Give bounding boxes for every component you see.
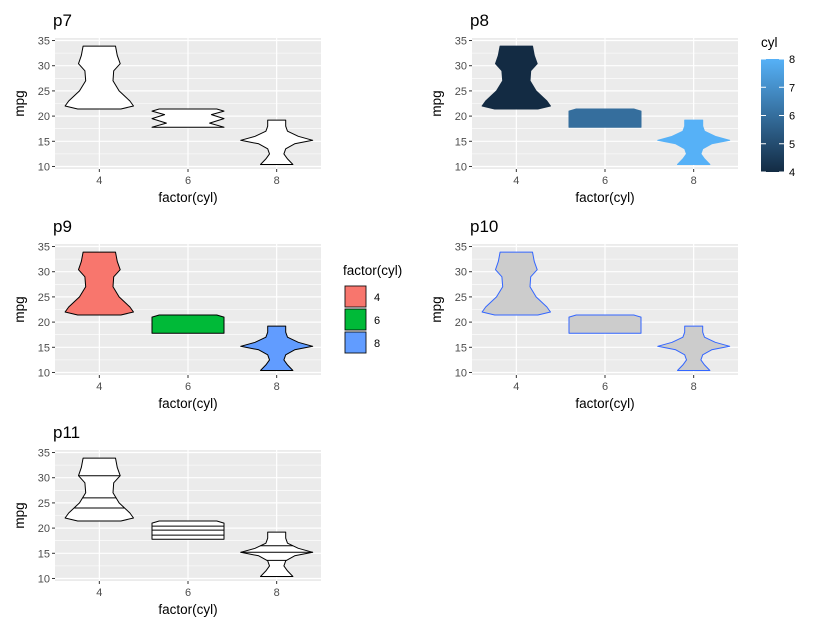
p8-y-axis-title: mpg (429, 90, 444, 116)
p7-title: p7 (53, 11, 72, 30)
p8-violin-4 (481, 45, 551, 110)
p9-legend-key-6 (344, 308, 367, 331)
p7-violin-8 (240, 119, 314, 165)
p11-y-tick-label: 30 (38, 473, 50, 485)
p11-x-axis-title: factor(cyl) (158, 602, 217, 617)
p9-legend-label: 6 (374, 315, 380, 327)
p11-violin-4 (64, 457, 134, 522)
p11-y-axis-title: mpg (12, 502, 27, 528)
p10-y-tick-label: 20 (455, 317, 467, 329)
p10-y-tick-label: 15 (455, 342, 467, 354)
p9-y-tick-label: 20 (38, 317, 50, 329)
p9-legend-label: 8 (374, 338, 380, 350)
p7-y-axis-title: mpg (12, 90, 27, 116)
p8-colorbar-label: 5 (789, 139, 795, 151)
p8-y-tick-label: 15 (455, 136, 467, 148)
p11-y-tick-label: 10 (38, 573, 50, 585)
p11-y-tick-label: 20 (38, 523, 50, 535)
p9-legend-key-4 (344, 285, 367, 308)
p8-colorbar (761, 59, 784, 172)
p9-title: p9 (53, 217, 72, 236)
p11-x-tick-label: 8 (274, 587, 280, 599)
p11-x-tick-label: 6 (185, 587, 191, 599)
p11-violin-8 (240, 531, 314, 577)
p11-x-tick-label: 4 (96, 587, 102, 599)
p9-y-tick-label: 30 (38, 267, 50, 279)
p10-title: p10 (470, 217, 498, 236)
p8-colorbar-label: 4 (789, 167, 795, 179)
p11-y-tick-label: 15 (38, 548, 50, 560)
p10-violin-8 (657, 325, 731, 371)
p8-violin-8 (657, 119, 731, 165)
p8-colorbar-label: 8 (789, 54, 795, 66)
p7-y-tick-label: 25 (38, 86, 50, 98)
p10-y-tick-label: 35 (455, 242, 467, 254)
p7-y-tick-label: 15 (38, 136, 50, 148)
p10-panel: p10 10 15 20 25 30 35 4 6 8 factor(cyl) mpg (429, 217, 738, 411)
p8-x-axis-title: factor(cyl) (575, 190, 634, 205)
p9-x-tick-label: 6 (185, 381, 191, 393)
p7-panel: p7 10 15 20 25 30 35 4 6 8 factor(cyl) mpg (12, 11, 321, 205)
p11-y-tick-label: 25 (38, 498, 50, 510)
p9-x-tick-label: 4 (96, 381, 102, 393)
p9-violin-6 (151, 314, 225, 334)
p7-x-tick-label: 6 (185, 175, 191, 187)
p7-y-tick-label: 35 (38, 36, 50, 48)
p8-colorbar-label: 6 (789, 111, 795, 123)
p9-violin-4 (64, 251, 134, 316)
p8-y-tick-label: 30 (455, 61, 467, 73)
p8-legend-title: cyl (761, 35, 778, 50)
p8-x-tick-label: 4 (513, 175, 519, 187)
p7-x-axis-title: factor(cyl) (158, 190, 217, 205)
p10-violin-6 (568, 314, 642, 334)
p9-y-tick-label: 15 (38, 342, 50, 354)
p7-y-tick-label: 10 (38, 161, 50, 173)
p9-violin-8 (240, 325, 314, 371)
p9-y-tick-label: 10 (38, 367, 50, 379)
p11-title: p11 (53, 423, 80, 442)
p10-y-tick-label: 10 (455, 367, 467, 379)
p9-y-tick-label: 25 (38, 292, 50, 304)
p9-x-tick-label: 8 (274, 381, 280, 393)
p8-y-tick-label: 20 (455, 111, 467, 123)
p9-legend-label: 4 (374, 292, 380, 304)
p8-x-tick-label: 6 (602, 175, 608, 187)
p7-x-tick-label: 8 (274, 175, 280, 187)
p7-y-tick-label: 30 (38, 61, 50, 73)
p10-x-axis-title: factor(cyl) (575, 396, 634, 411)
p9-legend-key-8 (344, 331, 367, 354)
p10-y-tick-label: 30 (455, 267, 467, 279)
p8-title: p8 (470, 11, 489, 30)
p10-violin-4 (481, 251, 551, 316)
p8-violin-6 (568, 108, 642, 128)
p8-y-tick-label: 25 (455, 86, 467, 98)
p7-violin-6 (151, 108, 225, 128)
p9-panel: p9 10 15 20 25 30 35 4 6 8 factor(cyl) mpg factor(cy… (12, 217, 402, 411)
p10-y-axis-title: mpg (429, 296, 444, 322)
p9-x-axis-title: factor(cyl) (158, 396, 217, 411)
p10-y-tick-label: 25 (455, 292, 467, 304)
p10-x-tick-label: 8 (691, 381, 697, 393)
p8-panel: p8 10 15 20 25 30 35 4 6 8 factor(cyl) mpg cyl 4 5 6 7 8 (429, 11, 795, 205)
p8-colorbar-label: 7 (789, 82, 795, 94)
p11-y-tick-label: 35 (38, 448, 50, 460)
p9-y-tick-label: 35 (38, 242, 50, 254)
p7-violin-4 (64, 45, 134, 110)
p8-y-tick-label: 35 (455, 36, 467, 48)
p7-y-tick-label: 20 (38, 111, 50, 123)
p10-x-tick-label: 4 (513, 381, 519, 393)
p11-panel: p11 10 15 20 25 30 35 4 6 8 factor(cyl) mpg (12, 423, 321, 617)
p10-x-tick-label: 6 (602, 381, 608, 393)
p9-legend-title: factor(cyl) (343, 263, 402, 278)
p8-x-tick-label: 8 (691, 175, 697, 187)
p7-x-tick-label: 4 (96, 175, 102, 187)
p9-y-axis-title: mpg (12, 296, 27, 322)
p8-y-tick-label: 10 (455, 161, 467, 173)
